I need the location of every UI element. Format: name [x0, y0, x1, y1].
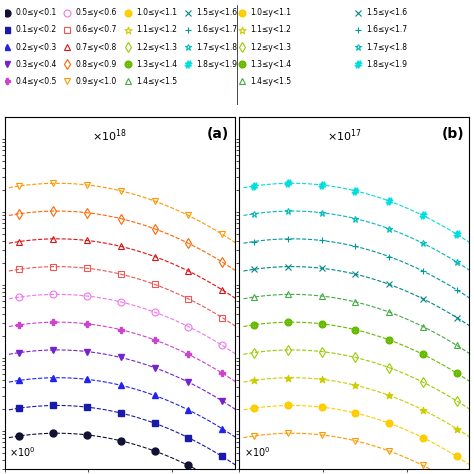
Text: $\times10^{0}$: $\times10^{0}$: [244, 445, 271, 459]
Text: 0.7≤y<0.8: 0.7≤y<0.8: [76, 43, 117, 52]
Text: 1.6≤y<1.7: 1.6≤y<1.7: [366, 26, 407, 35]
Text: 1.3≤y<1.4: 1.3≤y<1.4: [136, 60, 177, 69]
Text: 0.1≤y<0.2: 0.1≤y<0.2: [16, 26, 56, 35]
Text: 1.2≤y<1.3: 1.2≤y<1.3: [136, 43, 177, 52]
Text: $\times10^{17}$: $\times10^{17}$: [327, 128, 362, 144]
Text: $\times10^{0}$: $\times10^{0}$: [9, 445, 36, 459]
Text: 0.8≤y<0.9: 0.8≤y<0.9: [76, 60, 117, 69]
Text: 0.6≤y<0.7: 0.6≤y<0.7: [76, 26, 117, 35]
Text: 0.0≤y<0.1: 0.0≤y<0.1: [16, 9, 57, 17]
Text: 1.4≤y<1.5: 1.4≤y<1.5: [250, 77, 291, 86]
Text: 1.7≤y<1.8: 1.7≤y<1.8: [197, 43, 237, 52]
Text: 1.0≤y<1.1: 1.0≤y<1.1: [136, 9, 177, 17]
Text: (b): (b): [442, 128, 465, 141]
Text: 0.2≤y<0.3: 0.2≤y<0.3: [16, 43, 57, 52]
Text: 1.5≤y<1.6: 1.5≤y<1.6: [197, 9, 238, 17]
Text: 1.5≤y<1.6: 1.5≤y<1.6: [366, 9, 407, 17]
Text: 1.1≤y<1.2: 1.1≤y<1.2: [250, 26, 291, 35]
Text: 0.3≤y<0.4: 0.3≤y<0.4: [16, 60, 57, 69]
Text: 0.5≤y<0.6: 0.5≤y<0.6: [76, 9, 117, 17]
Text: 1.2≤y<1.3: 1.2≤y<1.3: [250, 43, 291, 52]
Text: (a): (a): [207, 128, 229, 141]
Text: 1.7≤y<1.8: 1.7≤y<1.8: [366, 43, 407, 52]
Text: 1.1≤y<1.2: 1.1≤y<1.2: [136, 26, 177, 35]
Text: 1.4≤y<1.5: 1.4≤y<1.5: [136, 77, 177, 86]
Text: 1.8≤y<1.9: 1.8≤y<1.9: [197, 60, 237, 69]
Text: 0.9≤y<1.0: 0.9≤y<1.0: [76, 77, 117, 86]
Text: 1.6≤y<1.7: 1.6≤y<1.7: [197, 26, 238, 35]
Text: 1.0≤y<1.1: 1.0≤y<1.1: [250, 9, 291, 17]
Text: $\times10^{18}$: $\times10^{18}$: [92, 128, 127, 144]
Text: 1.8≤y<1.9: 1.8≤y<1.9: [366, 60, 407, 69]
Text: 0.4≤y<0.5: 0.4≤y<0.5: [16, 77, 57, 86]
Text: 1.3≤y<1.4: 1.3≤y<1.4: [250, 60, 291, 69]
